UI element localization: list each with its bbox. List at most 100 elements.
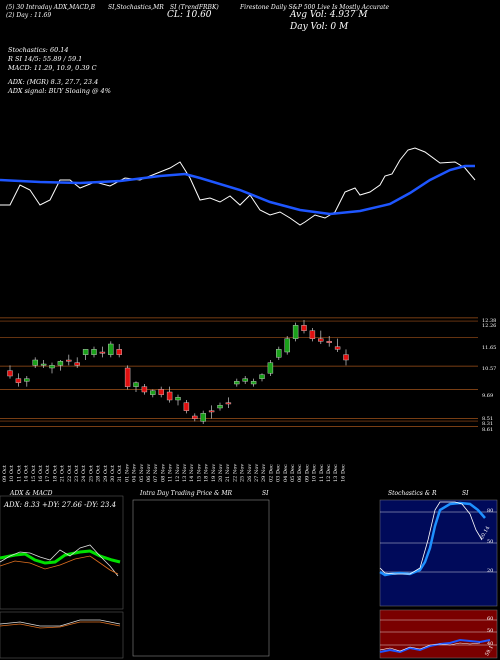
date-tick-label: 29 Oct (103, 465, 109, 482)
date-tick-label: 13 Dec (333, 464, 339, 482)
candle-body (267, 362, 274, 374)
price-level: 12.38 (482, 318, 497, 324)
adx-orange-line (0, 555, 119, 575)
candle-body (108, 343, 114, 355)
intraday-panel-title-2: SI (262, 490, 269, 497)
date-tick-label: 27 Nov (254, 464, 260, 482)
price-level: 9.69 (482, 393, 494, 399)
candle-body (99, 351, 106, 354)
candle-body (150, 390, 156, 395)
date-tick-label: 25 Oct (88, 465, 94, 482)
candle-body (343, 354, 349, 361)
candle-body (301, 325, 307, 331)
price-level: 8.61 (482, 427, 494, 433)
day-price: (2) Day : 11.69 (6, 12, 52, 19)
header-title-1: (5) 30 Intraday ADX,MACD,B (6, 4, 96, 11)
date-tick-label: 31 Oct (117, 465, 123, 482)
date-tick-label: 13 Nov (182, 464, 188, 482)
date-tick-label: 28 Oct (96, 465, 102, 482)
adx-green-line (0, 549, 121, 565)
adx-panel (0, 495, 124, 610)
stochastics-panel-title-2: SI (462, 490, 469, 497)
date-tick-label: 05 Nov (139, 464, 145, 482)
candle-body (141, 386, 148, 393)
candle-body (318, 338, 324, 342)
date-tick-label: 02 Dec (268, 464, 274, 482)
date-tick-label: 05 Dec (290, 464, 296, 482)
date-tick-label: 08 Nov (160, 464, 166, 482)
intraday-panel-title: Intra Day Trading Price & MR (140, 490, 233, 497)
header-title-3: SI (TrendFRBK) (170, 4, 219, 11)
date-tick-label: 04 Nov (132, 464, 138, 482)
price-level: 8.51 (482, 416, 494, 422)
date-tick-label: 22 Oct (67, 465, 73, 482)
adx-white-line (0, 544, 119, 577)
date-tick-label: 24 Oct (81, 465, 87, 482)
candle-body (200, 413, 206, 422)
candle-body (242, 378, 248, 382)
macd-panel (0, 611, 124, 659)
candle-body (192, 415, 198, 419)
candle-body (24, 378, 30, 382)
adx-signal-readout: ADX signal: BUY Sloaing @ 4% (8, 87, 111, 95)
avg-volume: Avg Vol: 4.937 M (290, 10, 368, 20)
macd-white-line (0, 619, 121, 627)
date-tick-label: 21 Nov (225, 464, 231, 482)
date-tick-label: 16 Oct (38, 465, 44, 482)
date-tick-label: 06 Dec (297, 464, 303, 482)
adx-panel-readout: ADX: 8.33 +DY: 27.66 -DY: 23.4 (4, 501, 117, 509)
candle-body (309, 330, 316, 339)
candle-body (82, 349, 89, 355)
candle-body (175, 397, 181, 401)
candle-body (284, 338, 290, 353)
candle-body (259, 374, 265, 379)
macd-readout: MACD: 11.29, 10.9, 0.39 C (8, 64, 97, 72)
candle-body (15, 378, 22, 383)
candle-body (225, 402, 232, 405)
candle-body (74, 362, 80, 366)
date-tick-label: 16 Dec (340, 464, 346, 482)
date-tick-label: 18 Oct (52, 465, 58, 482)
price-level: 11.65 (482, 345, 497, 351)
rsi-panel (379, 609, 498, 659)
price-overview-line (0, 147, 476, 226)
date-tick-label: 25 Nov (240, 464, 246, 482)
date-tick-label: 30 Oct (110, 465, 116, 482)
date-tick-label: 11 Oct (16, 465, 22, 482)
date-tick-label: 26 Nov (247, 464, 253, 482)
candle-body (49, 365, 55, 369)
candle-body (276, 349, 282, 358)
header-title-4: Firestone Daily S&P 500 Live Is Mostly A… (240, 4, 390, 11)
candle-body (234, 381, 240, 385)
header-title-2: SI,Stochastics,MR (108, 4, 164, 11)
stoch-level: 20 (487, 568, 494, 574)
adx-panel-title: ADX & MACD (10, 490, 53, 497)
candle-body (208, 410, 215, 413)
date-tick-label: 20 Nov (218, 464, 224, 482)
candle-body (7, 370, 13, 377)
stochastics-readout: Stochastics: 60.14 (8, 46, 69, 54)
date-tick-label: 19 Nov (211, 464, 217, 482)
moving-average-line (0, 164, 475, 216)
candle-body (40, 363, 47, 366)
candle-body (292, 325, 299, 339)
date-tick-label: 22 Nov (232, 464, 238, 482)
candle-body (133, 382, 139, 387)
candle-body (334, 346, 341, 350)
adx-readout: ADX: (MGR) 8.3, 27.7, 23.4 (8, 78, 99, 86)
rsi-white-line (379, 642, 481, 652)
candle-body (116, 349, 122, 355)
date-tick-label: 11 Nov (168, 464, 174, 482)
stoch-level: 50 (487, 539, 494, 545)
date-tick-label: 14 Oct (24, 465, 30, 482)
candle-body (124, 367, 131, 387)
date-tick-label: 01 Nov (124, 464, 130, 482)
candle-body (57, 361, 64, 366)
macd-orange-line (0, 621, 121, 629)
candle-body (217, 405, 223, 409)
rsi-level: 50 (487, 628, 494, 634)
stochastics-panel-title: Stochastics & R (388, 490, 437, 497)
stoch-level: 80 (487, 508, 494, 514)
date-tick-label: 29 Nov (261, 464, 267, 482)
